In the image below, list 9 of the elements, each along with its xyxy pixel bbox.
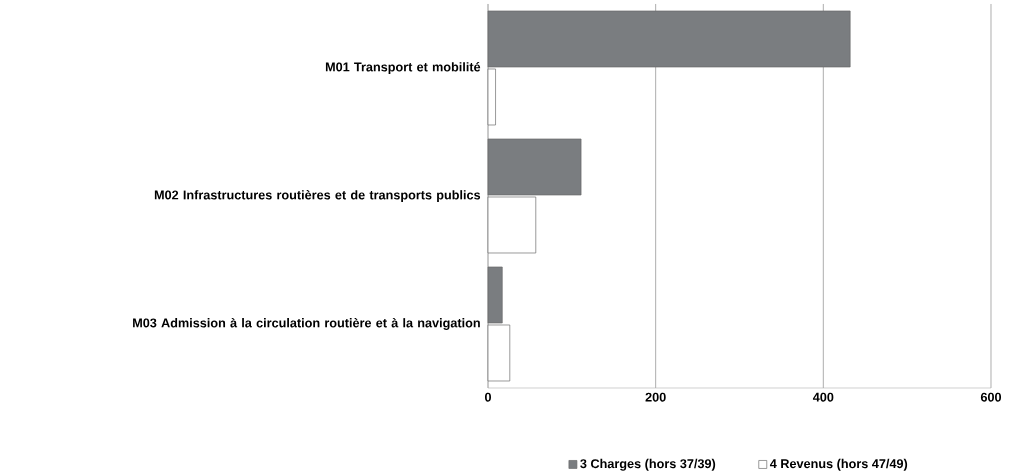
legend-label: 3 Charges (hors 37/39) — [580, 458, 716, 471]
y-tick-label: M01 Transport et mobilité — [325, 62, 481, 74]
x-tick-label: 400 — [812, 392, 834, 402]
y-tick-label: M03 Admission à la circulation routière et à la navigation — [133, 318, 480, 330]
y-tick-label: M02 Infrastructures routières et de transports publics — [154, 190, 481, 202]
x-tick-label: 600 — [980, 392, 1002, 402]
legend-label: 4 Revenus (hors 47/49) — [769, 458, 908, 471]
x-tick-label: 200 — [645, 392, 666, 402]
x-tick-label: 0 — [484, 392, 492, 402]
